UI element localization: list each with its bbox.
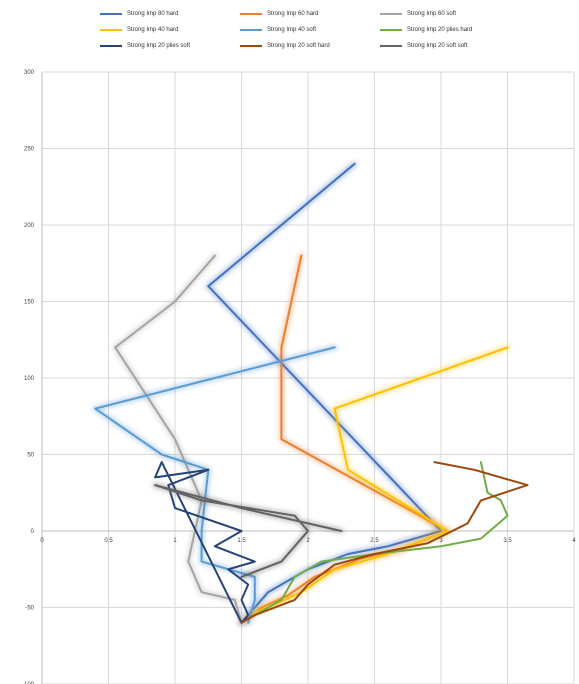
legend-item: Strong Imp 60 hard [240, 8, 380, 20]
legend-swatch [100, 29, 122, 31]
legend-swatch [240, 45, 262, 47]
series-line-glow [92, 344, 338, 626]
series-line [154, 461, 256, 624]
legend-swatch [380, 13, 402, 15]
legend-item: Strong Imp 20 soft soft [380, 40, 520, 52]
x-tick-label: 2.5 [370, 538, 379, 544]
legend-label: Strong Imp 40 soft [267, 27, 317, 33]
series-line [247, 346, 509, 617]
x-tick-label: 1 [173, 538, 177, 544]
legend-swatch [380, 29, 402, 31]
series-line [207, 162, 442, 624]
legend-item: Strong Imp 60 soft [380, 8, 520, 20]
y-tick-label: 100 [24, 376, 35, 382]
x-tick-label: 0 [40, 538, 44, 544]
legend-item: Strong Imp 20 soft hard [240, 40, 380, 52]
y-tick-label: -100 [22, 682, 35, 684]
legend-item: Strong Imp 40 soft [240, 24, 380, 36]
series-5 [240, 461, 509, 624]
x-tick-label: 1.5 [237, 538, 246, 544]
legend-swatch [100, 45, 122, 47]
y-tick-label: 200 [24, 223, 35, 229]
legend-label: Strong Imp 20 soft soft [407, 43, 468, 49]
legend-label: Strong Imp 60 hard [267, 11, 319, 17]
legend-label: Strong Imp 20 soft hard [267, 43, 330, 49]
y-tick-label: 50 [27, 453, 34, 459]
chart-legend: Strong Imp 80 hard Strong Imp 60 hard Stro… [100, 8, 520, 52]
series-line [240, 461, 509, 624]
series-line-glow [205, 160, 444, 626]
grid-lines [41, 71, 575, 684]
series-line [94, 346, 336, 624]
legend-item: Strong Imp 20 plies soft [100, 40, 240, 52]
legend-swatch [380, 45, 402, 47]
series-line [240, 461, 529, 624]
series-8 [152, 482, 345, 580]
series-line-glow [245, 344, 511, 619]
legend-swatch [100, 13, 122, 15]
legend-label: Strong Imp 60 soft [407, 11, 457, 17]
series-3 [245, 344, 511, 619]
series-4 [92, 344, 338, 626]
x-tick-label: 3 [439, 538, 443, 544]
series-0 [205, 160, 444, 626]
x-tick-label: 3.5 [503, 538, 512, 544]
legend-label: Strong Imp 80 hard [127, 11, 179, 17]
series-6 [154, 461, 256, 624]
legend-label: Strong Imp 40 hard [127, 27, 179, 33]
series-group [92, 160, 529, 626]
legend-swatch [240, 13, 262, 15]
legend-swatch [240, 29, 262, 31]
legend-item: Strong Imp 40 hard [100, 24, 240, 36]
legend-item: Strong Imp 20 plies hard [380, 24, 520, 36]
y-tick-label: 300 [24, 70, 35, 76]
y-tick-label: 250 [24, 147, 35, 153]
x-tick-label: 2 [306, 538, 310, 544]
legend-label: Strong Imp 20 plies hard [407, 27, 473, 33]
y-tick-label: 150 [24, 300, 35, 306]
y-tick-label: -50 [25, 606, 34, 612]
series-line [154, 484, 343, 578]
x-tick-label: 0.5 [104, 538, 113, 544]
series-7 [240, 461, 529, 624]
legend-item: Strong Imp 80 hard [100, 8, 240, 20]
x-tick-label: 4 [572, 538, 576, 544]
legend-label: Strong Imp 20 plies soft [127, 43, 191, 49]
y-tick-label: 0 [31, 529, 35, 535]
